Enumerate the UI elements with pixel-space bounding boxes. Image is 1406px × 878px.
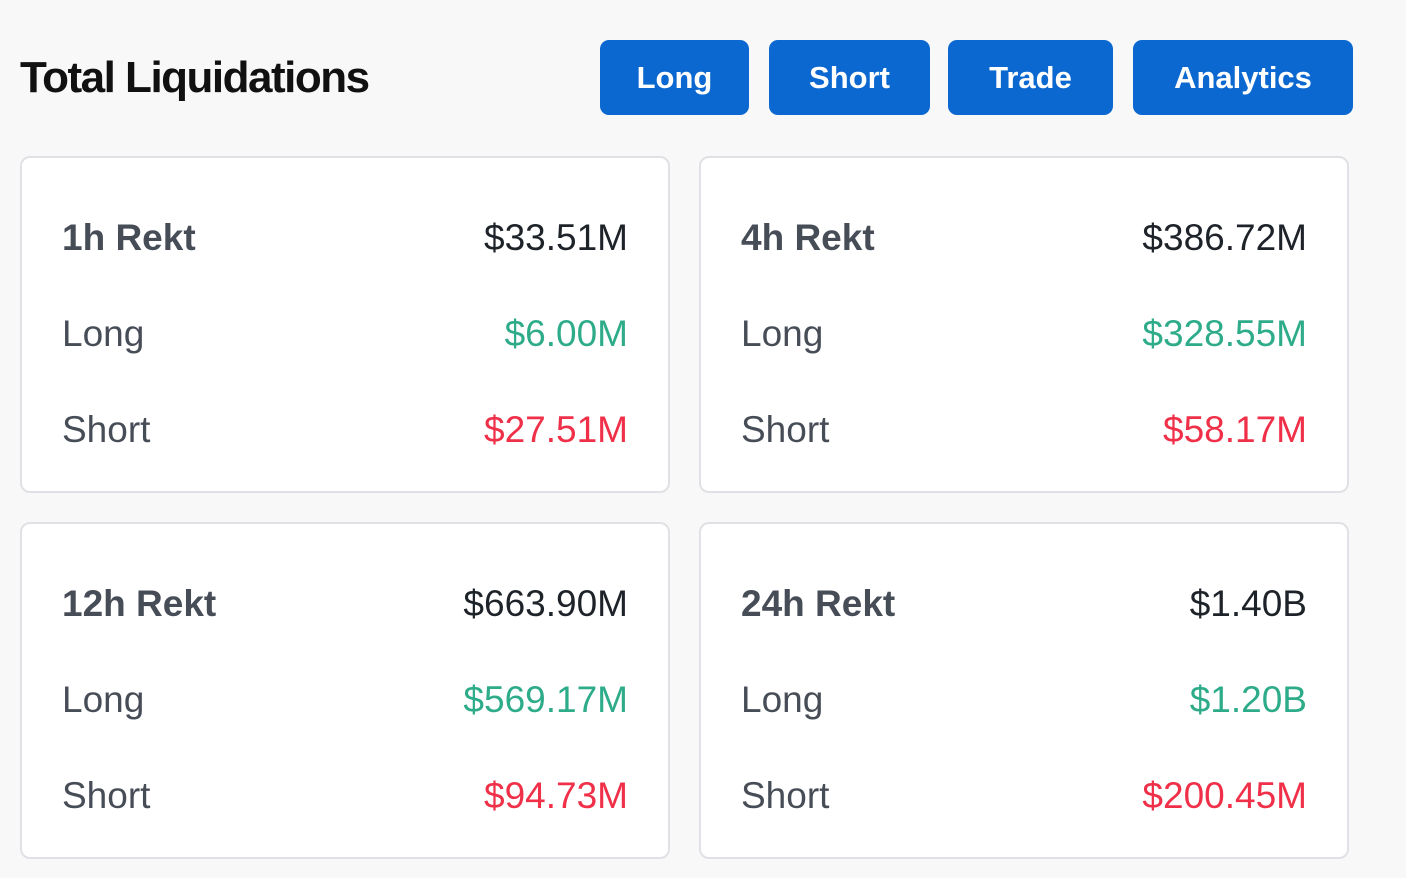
short-row: Short $58.17M (741, 405, 1307, 455)
long-value: $6.00M (504, 313, 628, 354)
total-value: $386.72M (1142, 217, 1307, 258)
long-label: Long (62, 313, 145, 354)
total-row: 24h Rekt $1.40B (741, 579, 1307, 629)
long-row: Long $1.20B (741, 675, 1307, 725)
long-value: $328.55M (1142, 313, 1307, 354)
period-label: 4h Rekt (741, 217, 875, 258)
rekt-card-4h: 4h Rekt $386.72M Long $328.55M Short $58… (699, 156, 1349, 493)
short-button[interactable]: Short (769, 40, 930, 115)
trade-button[interactable]: Trade (948, 40, 1113, 115)
short-row: Short $200.45M (741, 771, 1307, 821)
short-value: $27.51M (484, 409, 628, 450)
short-value: $200.45M (1142, 775, 1307, 816)
period-label: 12h Rekt (62, 583, 217, 624)
short-label: Short (62, 775, 151, 816)
header: Total Liquidations Long Short Trade Anal… (20, 40, 1353, 115)
total-value: $33.51M (484, 217, 628, 258)
short-label: Short (741, 409, 830, 450)
period-label: 1h Rekt (62, 217, 196, 258)
short-row: Short $94.73M (62, 771, 628, 821)
long-row: Long $569.17M (62, 675, 628, 725)
total-row: 12h Rekt $663.90M (62, 579, 628, 629)
rekt-card-1h: 1h Rekt $33.51M Long $6.00M Short $27.51… (20, 156, 670, 493)
long-value: $1.20B (1189, 679, 1307, 720)
rekt-card-12h: 12h Rekt $663.90M Long $569.17M Short $9… (20, 522, 670, 859)
long-button[interactable]: Long (600, 40, 749, 115)
long-label: Long (741, 679, 824, 720)
short-value: $94.73M (484, 775, 628, 816)
long-value: $569.17M (463, 679, 628, 720)
long-label: Long (741, 313, 824, 354)
total-row: 4h Rekt $386.72M (741, 213, 1307, 263)
total-value: $1.40B (1189, 583, 1307, 624)
long-row: Long $328.55M (741, 309, 1307, 359)
long-row: Long $6.00M (62, 309, 628, 359)
page-title: Total Liquidations (20, 53, 370, 102)
short-row: Short $27.51M (62, 405, 628, 455)
period-label: 24h Rekt (741, 583, 896, 624)
short-label: Short (62, 409, 151, 450)
analytics-button[interactable]: Analytics (1133, 40, 1353, 115)
short-label: Short (741, 775, 830, 816)
rekt-card-24h: 24h Rekt $1.40B Long $1.20B Short $200.4… (699, 522, 1349, 859)
short-value: $58.17M (1163, 409, 1307, 450)
long-label: Long (62, 679, 145, 720)
total-value: $663.90M (463, 583, 628, 624)
total-row: 1h Rekt $33.51M (62, 213, 628, 263)
